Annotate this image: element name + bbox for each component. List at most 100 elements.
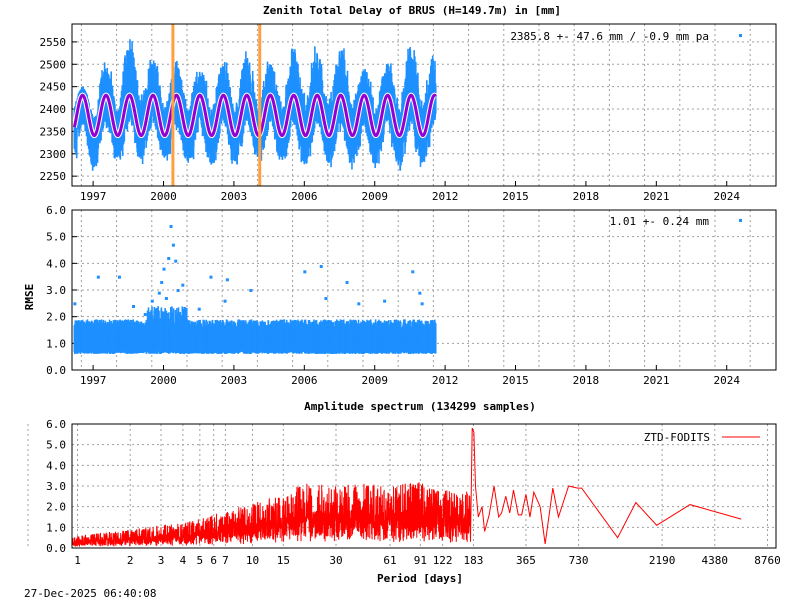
x-tick-label: 4 bbox=[180, 554, 187, 567]
x-tick-label: 2024 bbox=[713, 374, 740, 387]
y-tick-label: 3.0 bbox=[46, 284, 66, 297]
rmse-legend-marker bbox=[739, 219, 742, 222]
ztd-panel: 2250 2300 2350 2400 2450 2500 2550 1997 2000 2003… bbox=[40, 23, 777, 203]
x-tick-label: 2012 bbox=[432, 190, 459, 203]
rmse-outlier-point bbox=[324, 297, 328, 300]
y-tick-label: 2350 bbox=[40, 125, 67, 138]
rmse-outlier-point bbox=[383, 299, 387, 303]
rmse-outlier-point bbox=[96, 275, 100, 279]
spectrum-chart-title: Amplitude spectrum (134299 samples) bbox=[304, 400, 536, 413]
x-tick-label: 2021 bbox=[643, 190, 670, 203]
spectrum-plot-frame bbox=[71, 423, 777, 549]
spectrum-line bbox=[71, 427, 742, 547]
rmse-outlier-point bbox=[167, 257, 171, 260]
ztd-plot-frame bbox=[71, 23, 777, 187]
rmse-outlier-point bbox=[319, 265, 323, 268]
y-tick-label: 6.0 bbox=[46, 204, 66, 217]
x-tick-label: 2006 bbox=[291, 190, 318, 203]
y-tick-label: 3.0 bbox=[46, 480, 66, 493]
y-tick-label: 2550 bbox=[40, 36, 67, 49]
y-tick-label: 1.0 bbox=[46, 521, 66, 534]
x-tick-label: 183 bbox=[464, 554, 484, 567]
y-tick-label: 2400 bbox=[40, 103, 67, 116]
x-tick-label: 1997 bbox=[80, 190, 107, 203]
rmse-outlier-point bbox=[169, 225, 173, 228]
rmse-outlier-point bbox=[345, 281, 349, 284]
y-tick-label: 1.0 bbox=[46, 337, 66, 350]
rmse-outlier-point bbox=[143, 313, 147, 316]
x-tick-label: 2015 bbox=[502, 190, 529, 203]
rmse-outlier-point bbox=[174, 259, 178, 263]
x-tick-label: 2018 bbox=[573, 190, 600, 203]
rmse-legend-text: 1.01 +- 0.24 mm bbox=[610, 215, 710, 228]
x-tick-label: 1997 bbox=[80, 374, 107, 387]
y-tick-label: 4.0 bbox=[46, 257, 66, 270]
y-tick-label: 4.0 bbox=[46, 459, 66, 472]
rmse-outlier-point bbox=[249, 289, 253, 292]
y-tick-label: 2450 bbox=[40, 81, 67, 94]
spectrum-x-axis-label: Period [days] bbox=[377, 572, 463, 585]
x-tick-label: 2024 bbox=[713, 190, 740, 203]
x-tick-label: 730 bbox=[569, 554, 589, 567]
x-tick-label: 2006 bbox=[291, 374, 318, 387]
rmse-observations bbox=[73, 225, 437, 354]
rmse-outlier-point bbox=[150, 299, 154, 303]
y-tick-label: 2500 bbox=[40, 58, 67, 71]
x-tick-label: 2 bbox=[127, 554, 134, 567]
x-tick-label: 2190 bbox=[649, 554, 676, 567]
x-tick-label: 2009 bbox=[361, 190, 388, 203]
x-tick-label: 10 bbox=[246, 554, 259, 567]
y-tick-label: 0.0 bbox=[46, 364, 66, 377]
y-tick-label: 2.0 bbox=[46, 501, 66, 514]
spectrum-panel: 0.0 1.0 2.0 3.0 4.0 5.0 6.0 1 2 3 4 5 6 7 10 15 30 61 91 12… bbox=[27, 418, 781, 567]
rmse-outlier-point bbox=[197, 307, 201, 311]
rmse-plot-frame bbox=[71, 209, 777, 371]
rmse-outlier-point bbox=[223, 299, 227, 303]
x-tick-label: 365 bbox=[516, 554, 536, 567]
x-tick-label: 2012 bbox=[432, 374, 459, 387]
x-tick-label: 91 bbox=[414, 554, 427, 567]
rmse-outlier-point bbox=[157, 291, 161, 295]
rmse-outlier-point bbox=[176, 289, 180, 292]
rmse-outlier-point bbox=[420, 302, 424, 306]
rmse-outlier-point bbox=[117, 275, 121, 279]
rmse-outlier-point bbox=[209, 275, 213, 279]
x-tick-label: 2009 bbox=[361, 374, 388, 387]
rmse-outlier-point bbox=[181, 283, 185, 287]
x-tick-label: 2000 bbox=[150, 190, 177, 203]
timestamp: 27-Dec-2025 06:40:08 bbox=[24, 587, 156, 600]
y-tick-label: 2.0 bbox=[46, 311, 66, 324]
model-line bbox=[72, 93, 437, 137]
x-tick-label: 5 bbox=[197, 554, 204, 567]
y-tick-label: 2300 bbox=[40, 148, 67, 161]
ztd-legend-marker bbox=[739, 34, 742, 37]
y-tick-label: 5.0 bbox=[46, 439, 66, 452]
rmse-outlier-point bbox=[225, 278, 229, 282]
rmse-outlier-point bbox=[171, 243, 175, 247]
rmse-y-axis-label: RMSE bbox=[23, 284, 36, 311]
rmse-outlier-point bbox=[418, 291, 422, 295]
rmse-outlier-point bbox=[73, 302, 77, 306]
x-tick-label: 6 bbox=[210, 554, 217, 567]
rmse-outlier-point bbox=[303, 270, 307, 274]
rmse-outlier-point bbox=[162, 267, 166, 271]
x-tick-label: 122 bbox=[433, 554, 453, 567]
x-tick-label: 30 bbox=[329, 554, 342, 567]
y-tick-label: 5.0 bbox=[46, 231, 66, 244]
rmse-panel: 0.0 1.0 2.0 3.0 4.0 5.0 6.0 1997 2000 2003 2006 200… bbox=[46, 204, 777, 387]
rmse-outlier-point bbox=[160, 281, 164, 284]
x-tick-label: 7 bbox=[222, 554, 229, 567]
x-tick-label: 2018 bbox=[573, 374, 600, 387]
x-tick-label: 2000 bbox=[150, 374, 177, 387]
ztd-chart-title: Zenith Total Delay of BRUS (H=149.7m) in… bbox=[263, 4, 561, 17]
x-tick-label: 3 bbox=[158, 554, 165, 567]
x-tick-label: 2003 bbox=[221, 374, 248, 387]
spectrum-legend-text: ZTD-FODITS bbox=[644, 431, 710, 444]
x-tick-label: 2021 bbox=[643, 374, 670, 387]
rmse-outlier-point bbox=[357, 302, 361, 306]
x-tick-label: 15 bbox=[277, 554, 290, 567]
rmse-outlier-point bbox=[164, 297, 168, 300]
y-tick-label: 0.0 bbox=[46, 542, 66, 555]
rmse-outlier-point bbox=[132, 305, 136, 308]
